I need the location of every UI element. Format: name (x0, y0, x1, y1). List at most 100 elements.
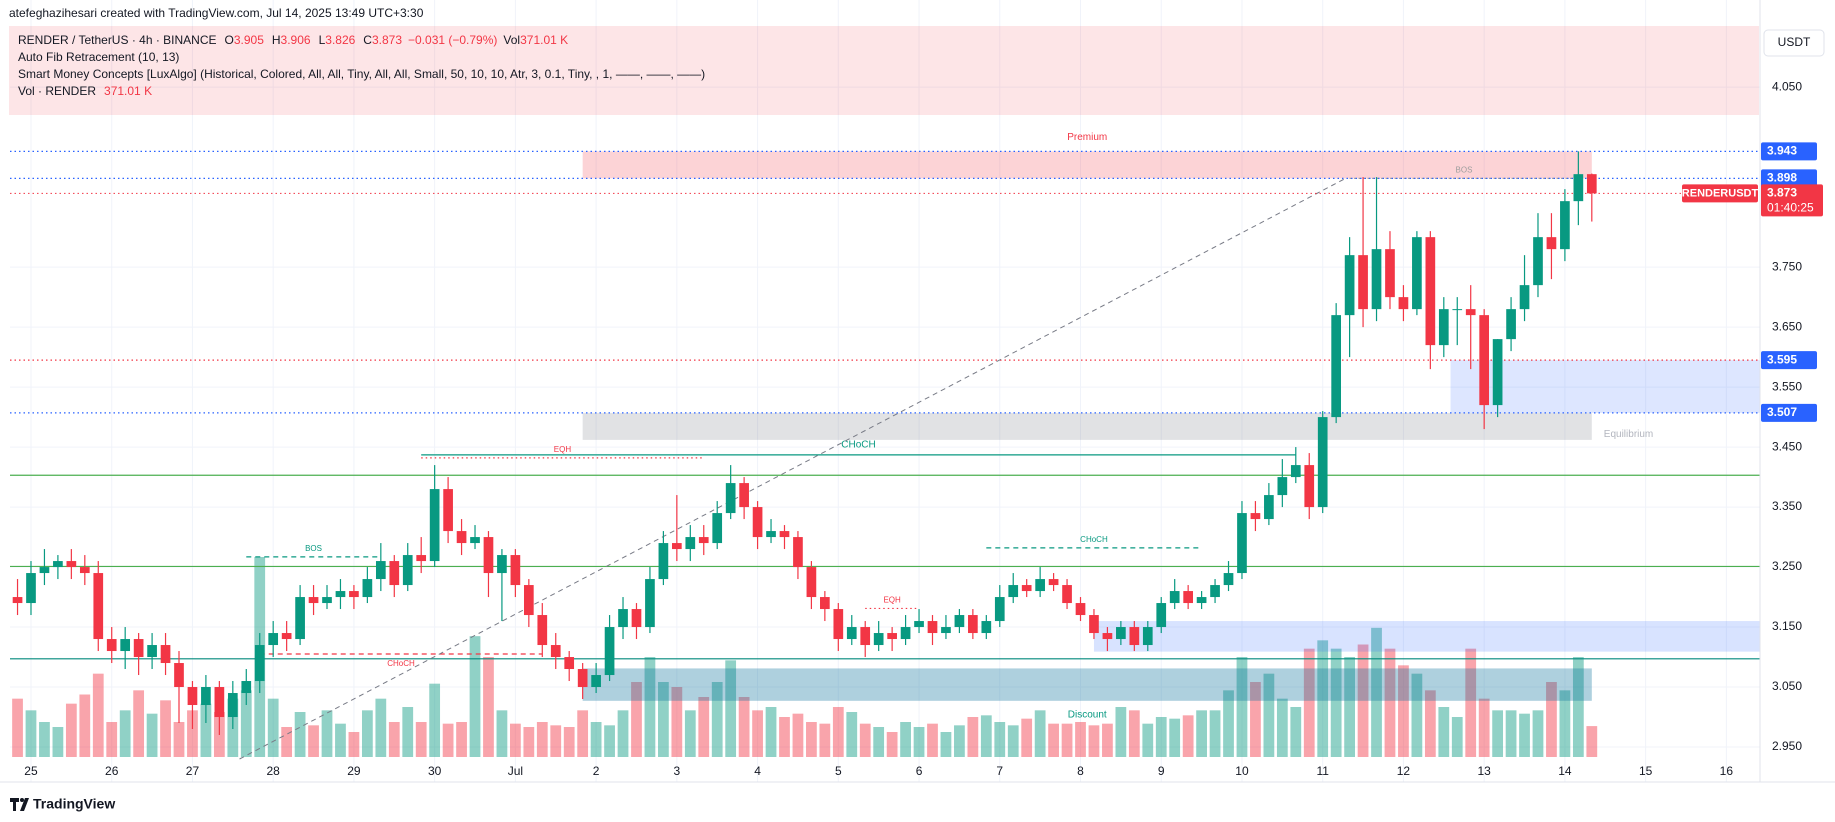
zone (582, 412, 1592, 440)
candle-body (1129, 627, 1140, 646)
candle-body (12, 597, 23, 604)
candle-body (1506, 309, 1516, 340)
volume-bar (294, 712, 306, 757)
x-tick-label: 15 (1639, 764, 1653, 778)
candle-body (1062, 585, 1072, 604)
symbol-tag-label: RENDERUSDT (1682, 187, 1759, 199)
candle-body (1371, 249, 1382, 310)
candle-body (604, 627, 615, 676)
y-tick-label: 3.250 (1772, 559, 1802, 573)
candle-body (968, 615, 978, 634)
candle-body (672, 543, 682, 550)
volume-bar (1250, 682, 1261, 757)
volume-bar (429, 683, 441, 757)
candle-body (456, 531, 467, 544)
volume-bar (456, 722, 467, 757)
candle-body (779, 531, 790, 538)
candle-body (308, 597, 319, 604)
candle-body (1183, 591, 1193, 604)
legend-text: C (363, 33, 372, 47)
volume-bar (308, 725, 319, 757)
candle-body (806, 567, 817, 598)
candle-body (53, 561, 63, 568)
legend-text: −0.031 (−0.79%) (408, 33, 497, 47)
price-tag-label: 3.595 (1767, 352, 1797, 366)
volume-bar (187, 710, 198, 757)
x-tick-label: 7 (996, 764, 1003, 778)
legend-text: 3.873 (372, 33, 402, 47)
volume-bar (1236, 657, 1248, 757)
volume-bar (1492, 710, 1504, 757)
volume-bar (967, 717, 979, 757)
legend-text: Smart Money Concepts [LuxAlgo] (Historic… (18, 67, 705, 81)
candle-body (1048, 579, 1059, 586)
volume-bar (79, 694, 91, 757)
candle-body (402, 555, 413, 586)
volume-bar (361, 710, 373, 757)
legend-text: Auto Fib Retracement (10, 13) (18, 50, 179, 64)
candle-body (335, 591, 346, 598)
volume-bar (684, 710, 696, 757)
volume-bar (1007, 725, 1019, 757)
candle-body (994, 597, 1005, 622)
overlay-lines: CHoCH EQH BOS CHoCH EQH CHoCH BOS (10, 150, 1760, 760)
candle-body (1035, 579, 1045, 592)
volume-bar (563, 727, 575, 757)
volume-bar (375, 698, 387, 757)
candle-body (725, 483, 736, 514)
candle-body (1465, 309, 1476, 316)
y-tick-label: 3.750 (1772, 259, 1802, 273)
zone (582, 668, 1592, 701)
candle-body (1304, 465, 1315, 508)
volume-bar (725, 660, 737, 757)
volume-bar (819, 723, 831, 757)
volume-bar (792, 713, 804, 757)
candle-body (295, 597, 305, 640)
candle-body (429, 489, 440, 562)
candle-body (1196, 597, 1207, 604)
candle-body (26, 573, 36, 604)
y-tick-label: 3.350 (1772, 499, 1802, 513)
volume-bar (510, 723, 521, 757)
candle-body (577, 669, 588, 688)
candle-body (470, 537, 480, 544)
volume-bar (321, 710, 333, 757)
candle-body (241, 681, 252, 694)
candle-body (497, 555, 507, 574)
candle-body (1533, 237, 1543, 286)
candle-body (591, 675, 601, 688)
candles (12, 151, 1597, 736)
volume-bar (980, 715, 992, 757)
currency-button[interactable] (1763, 29, 1825, 57)
volume-bar (536, 722, 548, 757)
candle-body (698, 537, 709, 544)
volume-bar (1505, 710, 1517, 757)
currency[interactable]: USDT (1778, 35, 1811, 49)
candle-body (389, 561, 400, 586)
candle-body (227, 693, 238, 718)
legend-text: L (319, 33, 326, 47)
volume-bar (1021, 718, 1033, 757)
volume-bar (388, 722, 400, 757)
last-price-tag (1761, 184, 1823, 217)
candle-body (981, 621, 992, 634)
x-tick-label: 26 (105, 764, 119, 778)
candle-body (752, 507, 763, 538)
x-tick-label: 10 (1235, 764, 1249, 778)
candle-body (201, 687, 211, 706)
volume-bar (348, 732, 360, 757)
volume-bar (119, 710, 131, 757)
x-tick-label: 16 (1720, 764, 1734, 778)
volume-bar (1317, 640, 1329, 757)
x-tick-label: 3 (674, 764, 681, 778)
candle-body (147, 645, 157, 658)
legend-text: 3.826 (325, 33, 355, 47)
candle-body (1452, 309, 1463, 311)
countdown: 01:40:25 (1767, 201, 1814, 215)
volume-bar (1451, 717, 1463, 757)
structure-label: CHoCH (387, 659, 415, 668)
candle-body (1385, 249, 1395, 298)
volume-bar (1115, 707, 1127, 757)
candle-body (1573, 174, 1584, 202)
